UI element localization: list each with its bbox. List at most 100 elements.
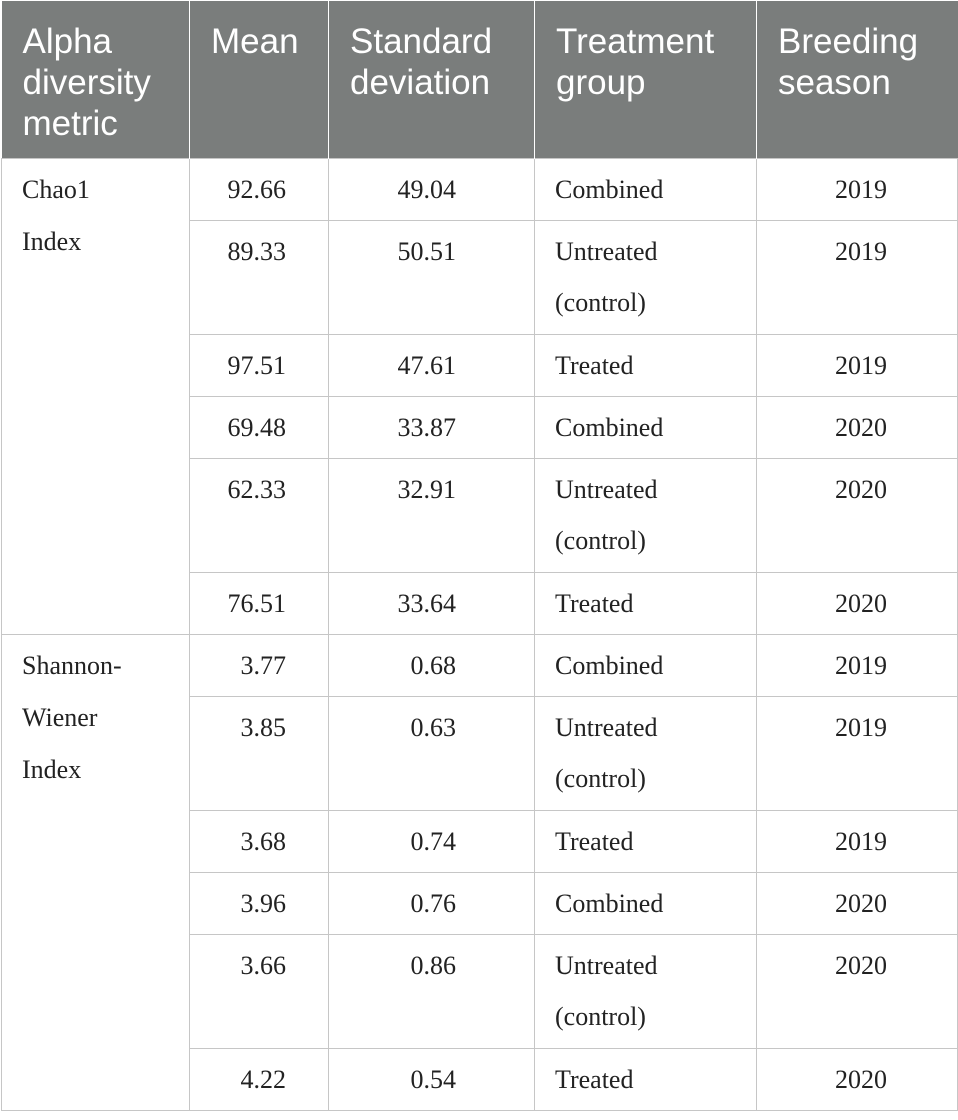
- cell-text-line: (control): [555, 288, 646, 317]
- cell-text-line: Combined: [555, 651, 664, 680]
- standard-deviation-cell: 33.87: [328, 396, 535, 459]
- cell-text-line: Untreated: [555, 475, 658, 504]
- cell-text-line: Alpha: [22, 22, 113, 61]
- breeding-season-cell: 2020: [756, 872, 958, 935]
- mean-cell: 92.66: [189, 158, 329, 221]
- table-row: 76.51 33.64 Treated 2020: [2, 572, 958, 635]
- cell-text-line: Mean: [211, 22, 299, 61]
- treatment-group-cell: Combined: [534, 158, 757, 221]
- standard-deviation-cell: 0.63: [328, 696, 535, 811]
- table-row: 62.33 32.91 Untreated (control) 2020: [2, 458, 958, 573]
- cell-text-line: Untreated: [555, 713, 658, 742]
- table-body: Chao1 Index 92.66 49.04 Combined 2019 89.33 50.…: [1, 158, 958, 1111]
- breeding-season-cell: 2019: [756, 220, 958, 335]
- table-row: Shannon- Wiener Index 3.77 0.68 Combined 2019: [1, 634, 958, 1111]
- header-treatment-group: Treatment group: [534, 1, 757, 159]
- mean-cell: 3.66: [189, 934, 329, 1049]
- table-row: 3.85 0.63 Untreated (control) 2019: [2, 696, 958, 811]
- standard-deviation-cell: 0.86: [328, 934, 535, 1049]
- standard-deviation-cell: 49.04: [328, 158, 535, 221]
- mean-cell: 69.48: [189, 396, 329, 459]
- standard-deviation-cell: 0.74: [328, 810, 535, 873]
- mean-cell: 3.77: [189, 634, 329, 697]
- treatment-group-cell: Treated: [534, 1048, 757, 1111]
- treatment-group-cell: Treated: [534, 334, 757, 397]
- treatment-group-cell: Untreated (control): [534, 934, 757, 1049]
- breeding-season-cell: 2020: [756, 458, 958, 573]
- mean-cell: 76.51: [189, 572, 329, 635]
- cell-text-line: season: [778, 63, 891, 102]
- standard-deviation-cell: 0.54: [328, 1048, 535, 1111]
- cell-text-line: Treated: [555, 351, 634, 380]
- cell-text-line: Chao1: [22, 175, 90, 204]
- breeding-season-cell: 2019: [756, 334, 958, 397]
- cell-text-line: Combined: [555, 175, 664, 204]
- cell-text-line: metric: [22, 104, 118, 143]
- cell-text-line: Combined: [555, 889, 664, 918]
- cell-text-line: Shannon-: [22, 651, 122, 680]
- mean-cell: 62.33: [189, 458, 329, 573]
- cell-text-line: Wiener: [22, 703, 98, 732]
- breeding-season-cell: 2019: [756, 696, 958, 811]
- cell-text-line: Standard: [350, 22, 493, 61]
- mean-cell: 4.22: [189, 1048, 329, 1111]
- cell-text-line: Treated: [555, 1065, 634, 1094]
- breeding-season-cell: 2020: [756, 1048, 958, 1111]
- cell-text-line: (control): [555, 526, 646, 555]
- breeding-season-cell: 2019: [756, 634, 958, 697]
- standard-deviation-cell: 33.64: [328, 572, 535, 635]
- cell-text-line: (control): [555, 1002, 646, 1031]
- breeding-season-cell: 2020: [756, 572, 958, 635]
- table-row: 89.33 50.51 Untreated (control) 2019: [2, 220, 958, 335]
- header-breeding-season: Breeding season: [756, 1, 958, 159]
- cell-text-line: diversity: [22, 63, 151, 102]
- standard-deviation-cell: 50.51: [328, 220, 535, 335]
- cell-text-line: deviation: [350, 63, 491, 102]
- table-header: Alpha diversity metric Mean Standard deviatio…: [1, 1, 958, 159]
- metric-cell: Shannon- Wiener Index: [1, 634, 190, 1111]
- treatment-group-cell: Treated: [534, 572, 757, 635]
- table-row: 69.48 33.87 Combined 2020: [2, 396, 958, 459]
- header-alpha-diversity-metric: Alpha diversity metric: [1, 1, 190, 159]
- cell-text-line: Treatment: [556, 22, 715, 61]
- standard-deviation-cell: 32.91: [328, 458, 535, 573]
- mean-cell: 97.51: [189, 334, 329, 397]
- cell-text-line: Untreated: [555, 237, 658, 266]
- table-row: 3.96 0.76 Combined 2020: [2, 872, 958, 935]
- mean-cell: 89.33: [189, 220, 329, 335]
- treatment-group-cell: Treated: [534, 810, 757, 873]
- cell-text-line: Treated: [555, 827, 634, 856]
- header-row: Alpha diversity metric Mean Standard deviatio…: [1, 1, 958, 159]
- table-row: 3.68 0.74 Treated 2019: [2, 810, 958, 873]
- standard-deviation-cell: 0.76: [328, 872, 535, 935]
- cell-text-line: Index: [22, 227, 82, 256]
- treatment-group-cell: Untreated (control): [534, 458, 757, 573]
- cell-text-line: Treated: [555, 589, 634, 618]
- breeding-season-cell: 2019: [756, 810, 958, 873]
- mean-cell: 3.85: [189, 696, 329, 811]
- table-row: 97.51 47.61 Treated 2019: [2, 334, 958, 397]
- standard-deviation-cell: 0.68: [328, 634, 535, 697]
- breeding-season-cell: 2019: [756, 158, 958, 221]
- metric-cell: Chao1 Index: [1, 158, 190, 635]
- treatment-group-cell: Combined: [534, 872, 757, 935]
- cell-text-line: Index: [22, 755, 82, 784]
- treatment-group-cell: Combined: [534, 634, 757, 697]
- header-mean: Mean: [189, 1, 329, 159]
- standard-deviation-cell: 47.61: [328, 334, 535, 397]
- table-row: 4.22 0.54 Treated 2020: [2, 1048, 958, 1111]
- header-standard-deviation: Standard deviation: [328, 1, 535, 159]
- treatment-group-cell: Untreated (control): [534, 696, 757, 811]
- treatment-group-cell: Untreated (control): [534, 220, 757, 335]
- cell-text-line: (control): [555, 764, 646, 793]
- mean-cell: 3.96: [189, 872, 329, 935]
- table-row: Chao1 Index 92.66 49.04 Combined 2019: [1, 158, 958, 635]
- cell-text-line: Untreated: [555, 951, 658, 980]
- breeding-season-cell: 2020: [756, 934, 958, 1049]
- cell-text-line: group: [556, 63, 646, 102]
- mean-cell: 3.68: [189, 810, 329, 873]
- cell-text-line: Combined: [555, 413, 664, 442]
- treatment-group-cell: Combined: [534, 396, 757, 459]
- breeding-season-cell: 2020: [756, 396, 958, 459]
